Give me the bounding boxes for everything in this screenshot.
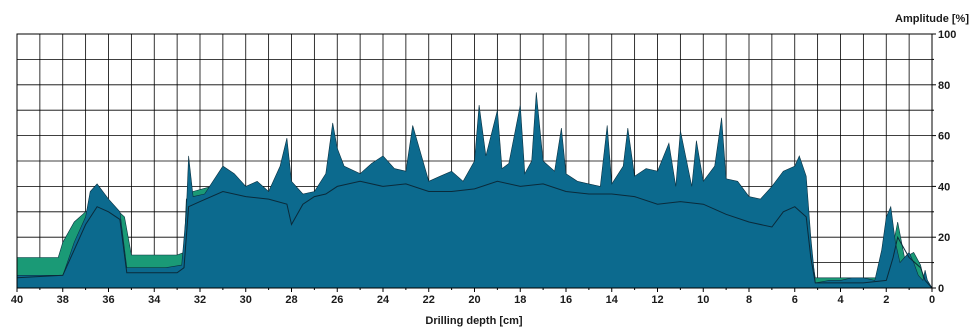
tick-layer: 40 38 36 34 32 30 28 26 24 22 20 18 16 14 12 10 8 6 4 2 0020… bbox=[11, 29, 956, 306]
x-tick-label: 32 bbox=[194, 294, 206, 306]
x-tick-label: 28 bbox=[285, 294, 297, 306]
x-tick-label: 36 bbox=[102, 294, 114, 306]
x-tick-label: 16 bbox=[560, 294, 572, 306]
x-tick-label: 30 bbox=[240, 294, 252, 306]
x-tick-label: 0 bbox=[929, 294, 935, 306]
x-tick-label: 12 bbox=[651, 294, 663, 306]
y-tick-label: 100 bbox=[938, 29, 956, 41]
x-tick-label: 20 bbox=[468, 294, 480, 306]
x-tick-label: 6 bbox=[792, 294, 798, 306]
y-tick-label: 80 bbox=[938, 80, 950, 92]
x-tick-label: 24 bbox=[377, 294, 390, 306]
x-tick-label: 4 bbox=[837, 294, 844, 306]
y-tick-label: 0 bbox=[938, 283, 944, 295]
series-outline-line bbox=[16, 180, 933, 289]
x-tick-label: 22 bbox=[423, 294, 435, 306]
series-area-front bbox=[16, 92, 933, 289]
x-tick-label: 38 bbox=[57, 294, 69, 306]
y-tick-label: 40 bbox=[938, 181, 950, 193]
x-tick-label: 8 bbox=[746, 294, 752, 306]
y-tick-label: 60 bbox=[938, 131, 950, 143]
x-tick-label: 14 bbox=[606, 294, 619, 306]
x-axis-title: Drilling depth [cm] bbox=[425, 315, 523, 327]
x-tick-label: 40 bbox=[11, 294, 23, 306]
x-tick-label: 2 bbox=[883, 294, 889, 306]
x-tick-label: 34 bbox=[148, 294, 161, 306]
x-tick-label: 26 bbox=[331, 294, 343, 306]
series-layer bbox=[16, 92, 933, 289]
y-axis-title: Amplitude [%] bbox=[895, 13, 969, 25]
y-tick-label: 20 bbox=[938, 232, 950, 244]
x-tick-label: 10 bbox=[697, 294, 709, 306]
x-tick-label: 18 bbox=[514, 294, 526, 306]
